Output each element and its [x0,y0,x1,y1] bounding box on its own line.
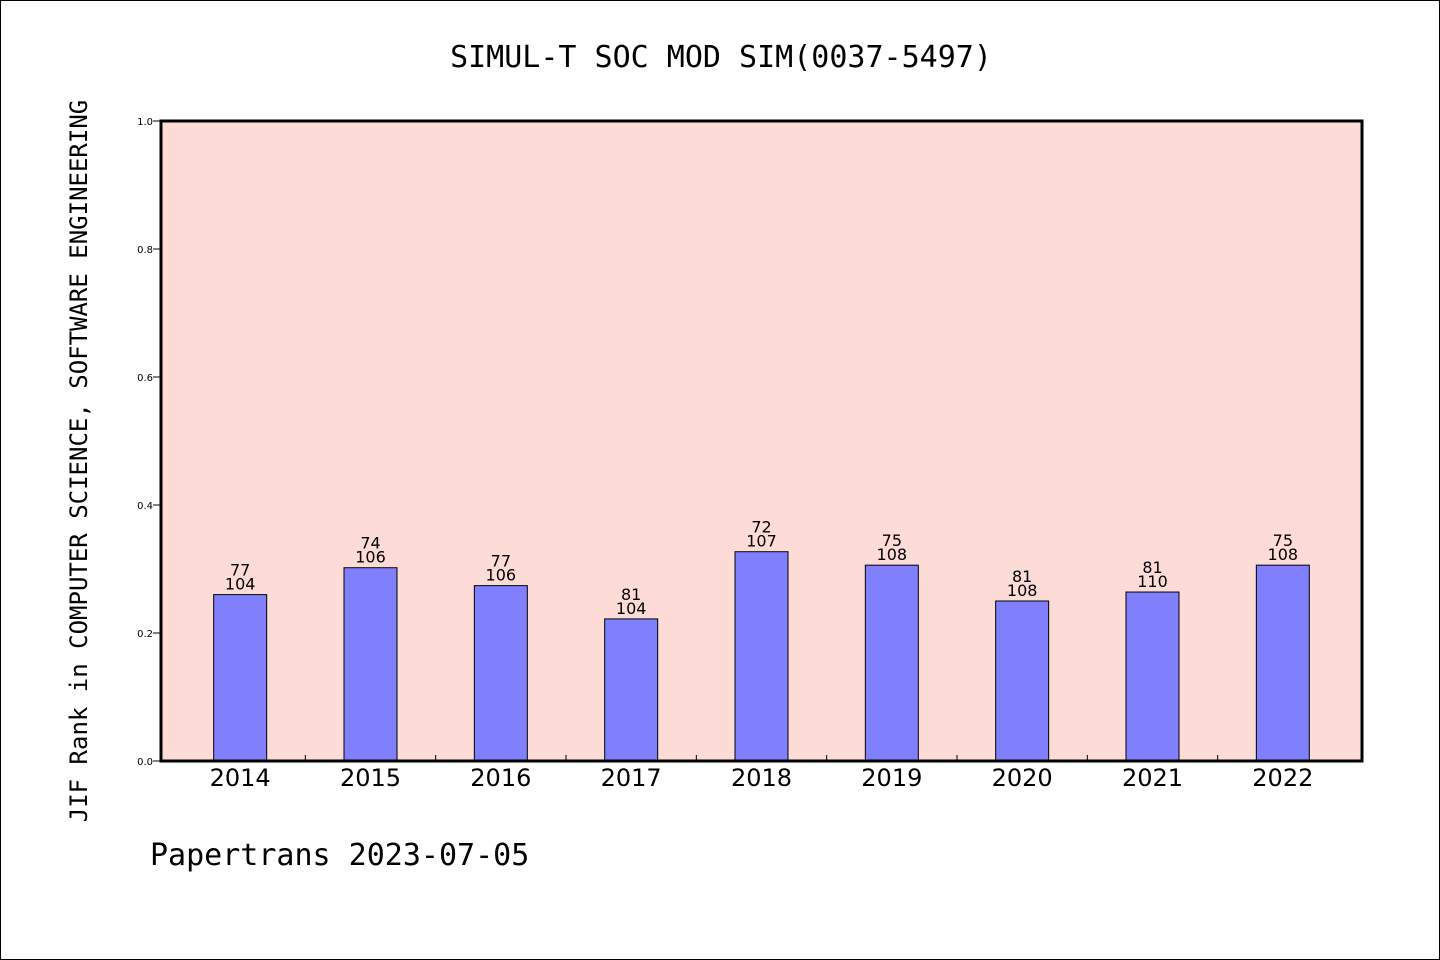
bar-label-top: 72 [751,518,771,537]
bar-label-bottom: 107 [746,532,777,551]
bar-label-top: 81 [1012,567,1032,586]
bar-label-bottom: 110 [1137,572,1168,591]
y-tick-label: 0.2 [137,629,153,640]
bar-label-bottom: 106 [355,548,386,567]
bar-label-top: 81 [621,585,641,604]
x-tick-label: 2022 [1252,764,1313,792]
bar-label-bottom: 108 [1007,581,1038,600]
x-tick-label: 2018 [731,764,792,792]
chart-title: SIMUL-T SOC MOD SIM(0037-5497) [450,40,992,75]
bar-label-top: 75 [882,531,902,550]
bar [604,618,659,762]
y-axis-label: JIF Rank in COMPUTER SCIENCE, SOFTWARE E… [65,100,93,822]
bar [473,585,528,762]
plot-border [159,119,1364,763]
bar [995,600,1050,762]
bar-label-bottom: 104 [616,599,647,618]
bar [213,594,268,762]
y-tick-label: 0.6 [137,373,153,384]
y-tick-label: 0.0 [137,757,153,768]
bar-label-top: 81 [1142,558,1162,577]
bar-label-top: 74 [360,534,380,553]
bar [734,551,789,762]
bar [864,564,919,762]
bar-label-bottom: 108 [1268,545,1299,564]
y-tick-label: 0.8 [137,245,153,256]
bar-label-bottom: 108 [877,545,908,564]
bar-label-top: 75 [1273,531,1293,550]
bar-label-bottom: 104 [225,575,256,594]
bar [343,567,398,762]
x-axis: 2014 2015 2016 2017 2018 2019 2020 2021 2022 [210,755,1313,792]
x-tick-label: 2017 [601,764,662,792]
y-tick-label: 0.4 [137,501,153,512]
bar [1125,591,1180,762]
footer-text: Papertrans 2023-07-05 [150,838,529,873]
x-tick-label: 2016 [470,764,531,792]
y-tick-label: 1.0 [137,117,153,128]
bar-label-top: 77 [491,552,511,571]
bar-label-top: 77 [230,561,250,580]
x-tick-label: 2021 [1122,764,1183,792]
x-tick-label: 2015 [340,764,401,792]
x-tick-label: 2014 [210,764,271,792]
y-axis: 0.0 0.2 0.4 0.6 0.8 1.0 [137,117,161,768]
bar-label-bottom: 106 [486,566,517,585]
x-tick-label: 2020 [992,764,1053,792]
bar [1255,564,1310,762]
x-tick-label: 2019 [861,764,922,792]
